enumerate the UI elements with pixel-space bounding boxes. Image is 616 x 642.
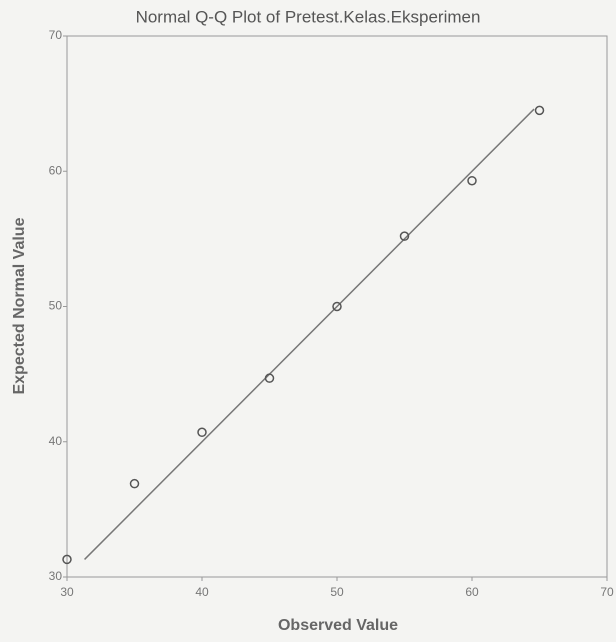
y-tick-label: 30 [49, 569, 63, 583]
point [399, 231, 410, 241]
y-axis-label: Expected Normal Value [11, 217, 28, 394]
y-tick-label: 70 [49, 28, 63, 42]
reference-line [84, 108, 535, 560]
y-tick-label: 40 [49, 434, 63, 448]
point [467, 175, 477, 186]
point [62, 554, 72, 565]
x-tick-label: 30 [60, 585, 74, 599]
x-tick-label: 40 [195, 585, 209, 599]
point [197, 427, 207, 438]
x-tick-label: 70 [600, 585, 614, 599]
x-axis-label: Observed Value [278, 617, 398, 634]
y-tick-label: 60 [49, 163, 63, 177]
point [264, 373, 275, 383]
chart-title: Normal Q-Q Plot of Pretest.Kelas.Eksperi… [136, 7, 481, 26]
x-tick-label: 60 [465, 585, 479, 599]
x-tick-label: 50 [330, 585, 344, 599]
point [129, 478, 140, 489]
y-tick-label: 50 [49, 299, 63, 313]
point [332, 301, 342, 312]
point [534, 105, 545, 116]
